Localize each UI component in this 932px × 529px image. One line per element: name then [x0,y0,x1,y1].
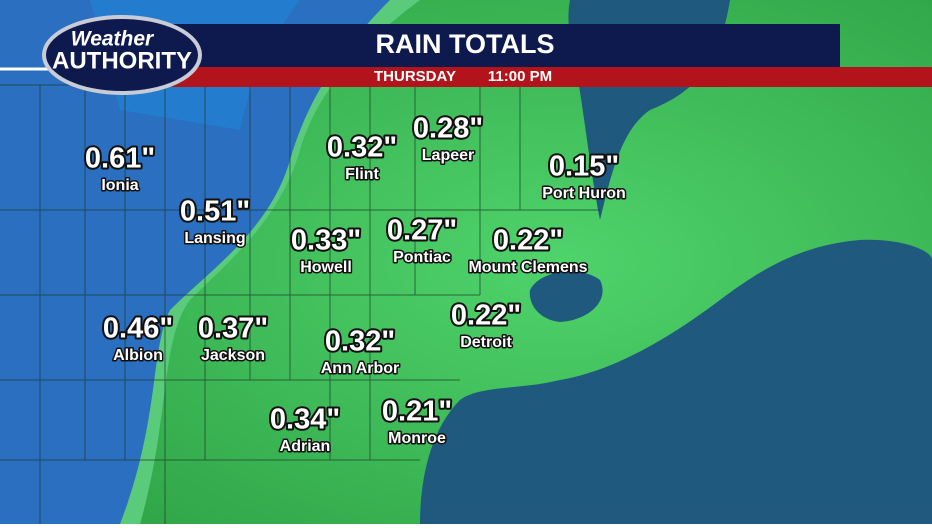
rain-total: 0.33" [291,225,361,257]
rain-total: 0.22" [493,225,563,257]
rain-total: 0.15" [549,151,619,183]
rain-total: 0.51" [180,196,250,228]
heavier-rain-zone [0,0,390,524]
rain-total: 0.37" [198,313,268,345]
city-name: Flint [345,166,379,183]
title: RAIN TOTALS [376,29,555,59]
rain-total: 0.32" [327,132,397,164]
city-name: Jackson [201,347,265,364]
subtitle-bar [140,67,932,87]
city-name: Detroit [460,334,512,351]
rain-total: 0.32" [325,326,395,358]
logo-top: Weather [71,28,155,51]
city-name: Pontiac [393,249,451,266]
city-name: Ann Arbor [321,360,400,377]
lake-st-clair [529,271,603,322]
city-name: Lapeer [422,147,474,164]
lake-erie [420,239,932,525]
time: 11:00 PM [488,68,552,85]
rain-total: 0.61" [85,143,155,175]
city-name: Monroe [388,430,446,447]
location-labels: 0.61" Ionia 0.51" Lansing 0.32" Flint 0.28" Lap… [83,111,627,457]
city-name: Mount Clemens [468,259,587,276]
rain-total: 0.27" [387,215,457,247]
city-name: Adrian [280,438,331,455]
title-bar [170,24,840,67]
rain-total: 0.34" [270,404,340,436]
city-name: Ionia [101,177,138,194]
city-name: Howell [300,259,352,276]
city-name: Lansing [184,230,245,247]
logo [42,15,202,95]
rain-total: 0.46" [103,313,173,345]
day: THURSDAY [374,68,456,85]
city-name: Port Huron [542,185,626,202]
city-name: Albion [113,347,163,364]
rain-total: 0.22" [451,300,521,332]
rain-total: 0.21" [382,396,452,428]
rain-total: 0.28" [413,113,483,145]
logo-bottom: AUTHORITY [52,47,192,74]
